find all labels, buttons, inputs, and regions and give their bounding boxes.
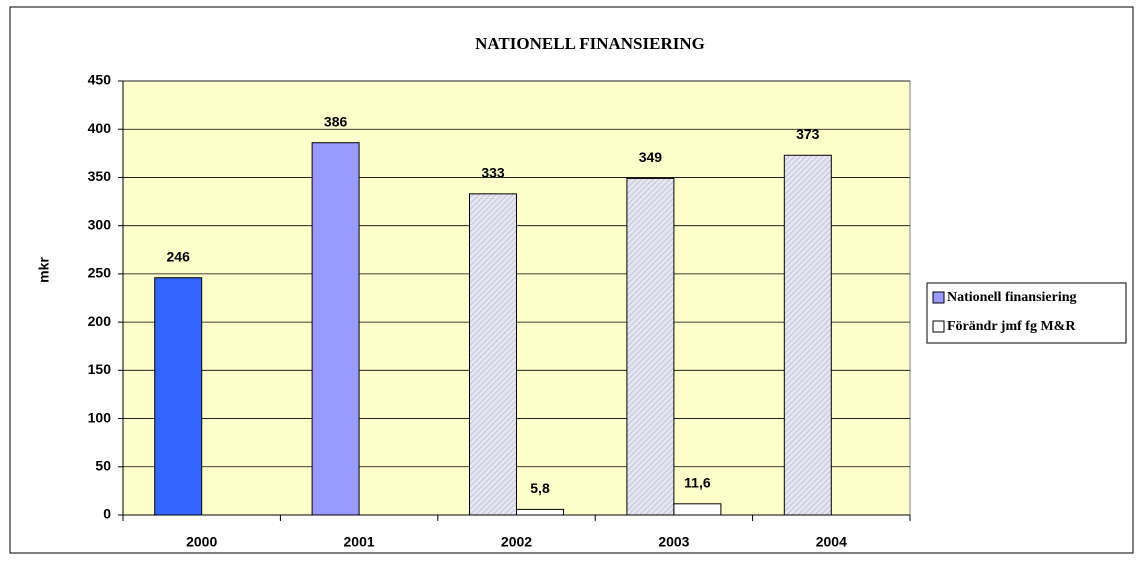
- data-label: 386: [324, 113, 348, 129]
- y-tick-label: 400: [88, 120, 112, 136]
- data-label: 11,6: [684, 475, 711, 491]
- y-tick-label: 50: [95, 457, 111, 473]
- data-label: 333: [481, 165, 505, 181]
- y-tick-label: 300: [88, 216, 112, 232]
- x-tick-label: 2003: [658, 534, 689, 550]
- bar: [673, 503, 722, 516]
- bar: [516, 508, 564, 516]
- y-tick-label: 100: [88, 409, 112, 425]
- chart-title: NATIONELL FINANSIERING: [475, 34, 705, 53]
- legend-swatch: [932, 320, 945, 333]
- data-label: 5,8: [530, 480, 550, 496]
- legend-label: Nationell finansiering: [947, 290, 1077, 305]
- bar: [626, 177, 675, 516]
- y-axis-label: mkr: [36, 257, 52, 283]
- bar: [469, 193, 517, 516]
- y-tick-label: 150: [88, 361, 112, 377]
- bar: [154, 277, 203, 516]
- data-label: 349: [639, 149, 663, 165]
- y-tick-label: 350: [88, 168, 112, 184]
- y-tick-label: 450: [88, 72, 112, 88]
- bar: [783, 154, 832, 516]
- y-tick-label: 250: [88, 265, 112, 281]
- data-label: 246: [167, 248, 191, 264]
- legend-box: [926, 282, 1127, 344]
- x-tick-label: 2004: [816, 534, 847, 550]
- y-tick-label: 0: [103, 506, 111, 522]
- legend-label: Förändr jmf fg M&R: [947, 319, 1076, 334]
- y-tick-label: 200: [88, 313, 112, 329]
- bar: [311, 142, 360, 516]
- x-tick-label: 2001: [344, 534, 375, 550]
- x-tick-label: 2002: [501, 534, 532, 550]
- data-label: 373: [796, 126, 820, 142]
- legend-swatch: [932, 291, 945, 304]
- x-tick-label: 2000: [186, 534, 217, 550]
